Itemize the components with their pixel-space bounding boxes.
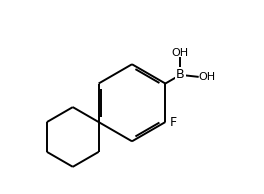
Text: F: F: [170, 116, 177, 129]
Text: B: B: [176, 68, 185, 81]
Text: OH: OH: [199, 72, 216, 82]
Text: OH: OH: [172, 48, 189, 57]
